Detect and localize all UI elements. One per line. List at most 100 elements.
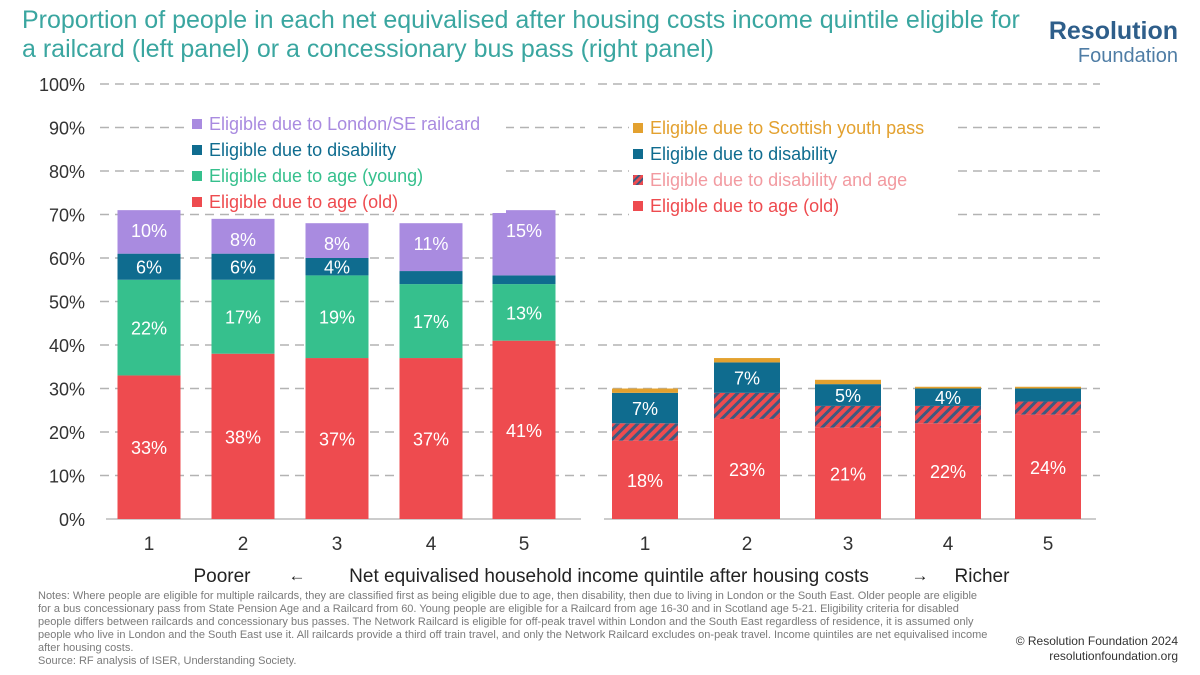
legend-background xyxy=(188,139,506,161)
bar-old-q4 xyxy=(399,358,463,519)
bar-old-q5 xyxy=(492,340,556,519)
y-axis: 0% 10% 20% 30% 40% 50% 60% 70% 80% 90% 100% xyxy=(39,75,85,530)
legend-swatch-disability xyxy=(633,149,643,159)
y-tick-label: 40% xyxy=(49,336,85,356)
resolution-foundation-logo: Resolution Foundation xyxy=(1048,17,1178,68)
data-label: 22% xyxy=(930,462,966,482)
data-label: 11% xyxy=(414,234,449,254)
legend-label-london: Eligible due to London/SE railcard xyxy=(209,114,480,134)
legend-label-young: Eligible due to age (young) xyxy=(209,166,423,186)
data-label: 4% xyxy=(324,258,350,278)
bar-disability-q5 xyxy=(1015,388,1081,402)
bar-disability-q5 xyxy=(492,275,556,285)
x-axis: Poorer ← Net equivalised household incom… xyxy=(144,534,1054,587)
data-label: 8% xyxy=(230,230,256,250)
bar-london-q4 xyxy=(399,223,463,272)
data-label: 7% xyxy=(734,369,760,389)
bar-old-q2 xyxy=(211,353,275,519)
bar-disability-q4 xyxy=(915,388,981,406)
bar-scottish-q2 xyxy=(714,358,780,363)
bar-london-q1 xyxy=(117,210,181,254)
data-label: 37% xyxy=(319,430,355,450)
y-tick-label: 10% xyxy=(49,467,85,487)
data-label: 17% xyxy=(413,312,449,332)
data-label: 24% xyxy=(1030,458,1066,478)
richer-label: Richer xyxy=(955,566,1011,587)
legend-swatch-young xyxy=(192,171,202,181)
legend-label-old: Eligible due to age (old) xyxy=(209,192,398,212)
data-label: 7% xyxy=(632,399,658,419)
bar-old-q1 xyxy=(612,440,678,519)
bar-disability_and_age-q5 xyxy=(1015,401,1081,415)
data-label: 19% xyxy=(319,308,355,328)
bar-young-q4 xyxy=(399,284,463,359)
x-tick-label: 4 xyxy=(426,534,437,555)
bar-scottish-q4 xyxy=(915,386,981,389)
data-label: 6% xyxy=(136,258,162,278)
data-label: 10% xyxy=(131,221,167,241)
data-label: 6% xyxy=(230,258,256,278)
data-label: 8% xyxy=(324,234,350,254)
legend-background xyxy=(188,113,506,135)
legend-swatch-old xyxy=(633,201,643,211)
y-tick-label: 30% xyxy=(49,380,85,400)
legend-swatch-london xyxy=(192,119,202,129)
bars: 33% 22% 6% 10% 38% 17% 6% 8% 37% 19% 4% 8% 37% 17% 11%… xyxy=(117,210,1081,519)
x-tick-label: 4 xyxy=(943,534,954,555)
bar-disability-q2 xyxy=(714,362,780,393)
y-tick-label: 90% xyxy=(49,119,85,139)
data-label: 17% xyxy=(225,308,261,328)
bar-disability-q1 xyxy=(612,392,678,424)
bar-london-q3 xyxy=(305,223,369,258)
legend-background xyxy=(188,165,506,187)
logo-main-text: Resolution xyxy=(1048,17,1178,45)
data-label: 21% xyxy=(830,464,866,484)
data-label: 5% xyxy=(835,386,861,406)
arrow-right: → xyxy=(912,566,929,585)
x-tick-label: 1 xyxy=(640,534,651,555)
website-text: resolutionfoundation.org xyxy=(1049,649,1178,663)
legend-label-disability_and_age: Eligible due to disability and age xyxy=(650,170,907,190)
copyright-text: © Resolution Foundation 2024 xyxy=(1015,634,1178,648)
x-tick-label: 3 xyxy=(843,534,854,555)
data-label: 38% xyxy=(225,427,261,447)
bar-disability-q2 xyxy=(211,253,275,280)
y-tick-label: 100% xyxy=(39,75,85,95)
bar-old-q1 xyxy=(117,375,181,519)
data-label: 33% xyxy=(131,438,167,458)
y-tick-label: 50% xyxy=(49,293,85,313)
legend-background xyxy=(629,143,955,165)
legends: Eligible due to London/SE railcard Eligib… xyxy=(188,113,955,217)
legend-swatch-disability_and_age xyxy=(633,175,643,185)
bar-old-q3 xyxy=(305,358,369,519)
legend-label-old: Eligible due to age (old) xyxy=(650,196,839,216)
source-text: Source: RF analysis of ISER, Understandi… xyxy=(38,655,297,667)
bar-disability_and_age-q3 xyxy=(815,405,881,428)
legend-label-disability: Eligible due to disability xyxy=(209,140,396,160)
bar-young-q5 xyxy=(492,284,556,341)
chart-area: 0% 10% 20% 30% 40% 50% 60% 70% 80% 90% 100% 33% 22%… xyxy=(39,75,1100,587)
legend-background xyxy=(629,117,955,139)
y-tick-label: 0% xyxy=(59,510,85,530)
data-label: 13% xyxy=(506,303,542,323)
data-label: 15% xyxy=(506,221,542,241)
bar-old-q2 xyxy=(714,418,780,519)
x-tick-label: 2 xyxy=(238,534,249,555)
legend-background xyxy=(188,191,506,213)
legend-swatch-scottish xyxy=(633,123,643,133)
bar-old-q4 xyxy=(915,423,981,519)
x-tick-label: 3 xyxy=(332,534,343,555)
data-label: 41% xyxy=(506,421,542,441)
bar-scottish-q5 xyxy=(1015,386,1081,389)
legend-label-scottish: Eligible due to Scottish youth pass xyxy=(650,118,924,138)
bar-disability-q1 xyxy=(117,253,181,280)
bar-disability-q3 xyxy=(815,384,881,406)
bar-old-q3 xyxy=(815,427,881,519)
bar-disability-q4 xyxy=(399,271,463,285)
legend-background xyxy=(629,169,955,191)
legend-swatch-disability xyxy=(192,145,202,155)
bar-scottish-q3 xyxy=(815,379,881,385)
y-tick-label: 60% xyxy=(49,249,85,269)
bar-disability_and_age-q1 xyxy=(612,423,678,441)
legend-background xyxy=(629,195,955,217)
